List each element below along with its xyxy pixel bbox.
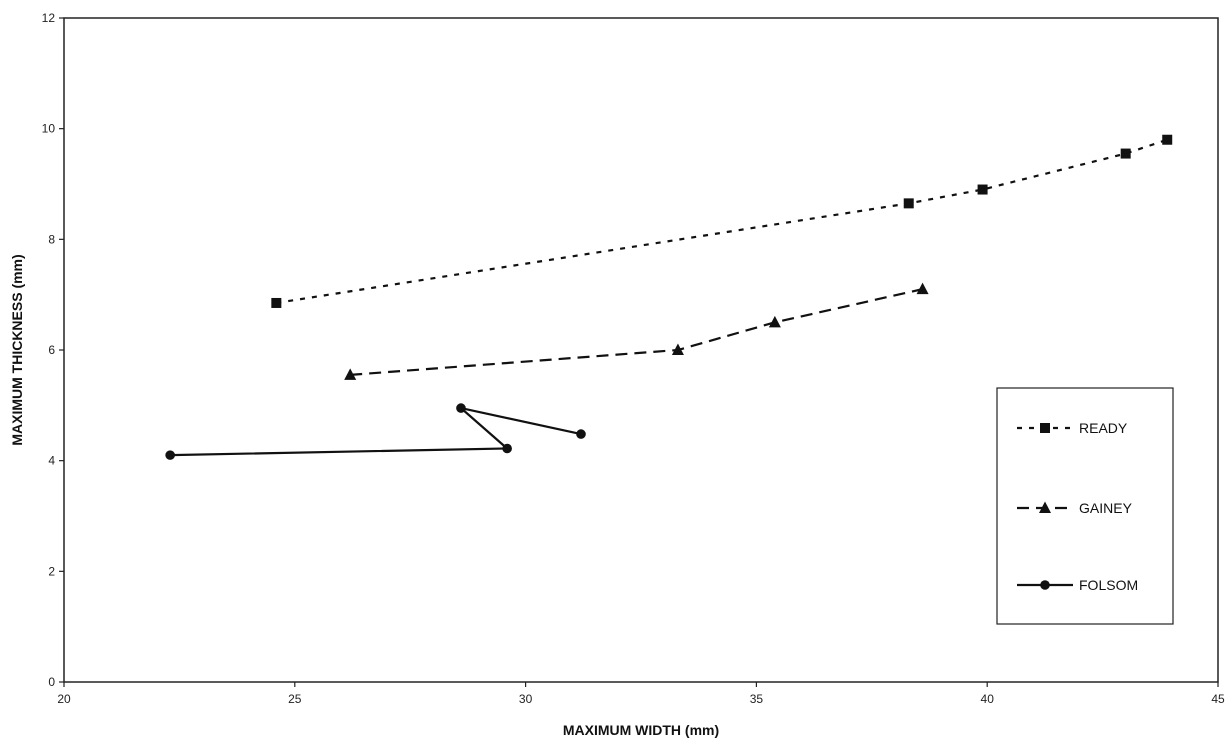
series-folsom [165, 403, 586, 460]
series-ready-point [271, 297, 282, 308]
y-tick-label: 2 [48, 564, 55, 578]
series-gainey-line [350, 288, 923, 376]
x-tick-label: 25 [288, 692, 302, 706]
series-folsom-point [456, 403, 466, 413]
y-tick-label: 10 [42, 122, 56, 136]
x-axis: 20 25 30 35 40 45 [57, 682, 1225, 706]
series-gainey-point [916, 282, 929, 295]
series-folsom-point [165, 450, 175, 460]
legend-item-gainey: GAINEY [1017, 500, 1133, 516]
legend-swatch-marker [1039, 501, 1051, 513]
series-gainey-point [344, 368, 357, 380]
legend-item-ready: READY [1017, 420, 1128, 436]
x-axis-title: MAXIMUM WIDTH (mm) [563, 722, 719, 738]
legend-swatch-marker [1040, 423, 1050, 433]
legend-item-folsom: FOLSOM [1017, 577, 1138, 593]
legend-items: READY GAINEY FOLSOM [1017, 420, 1138, 593]
y-axis: 0 2 4 6 8 10 12 [42, 11, 64, 689]
x-tick-label: 35 [750, 692, 764, 706]
legend-label-folsom: FOLSOM [1079, 577, 1138, 593]
series-layer [165, 134, 1173, 460]
legend-label-gainey: GAINEY [1079, 500, 1133, 516]
series-ready-point [903, 198, 914, 209]
y-tick-label: 6 [48, 343, 55, 357]
series-ready-line [276, 138, 1168, 305]
y-tick-label: 4 [48, 454, 55, 468]
series-folsom-point [502, 443, 512, 454]
x-tick-label: 20 [57, 692, 71, 706]
series-ready-point [1120, 148, 1131, 159]
series-ready [271, 134, 1173, 308]
y-tick-label: 12 [42, 11, 56, 25]
legend-swatch-marker [1040, 580, 1050, 590]
series-gainey-point [671, 343, 684, 355]
legend-label-ready: READY [1079, 420, 1128, 436]
y-tick-label: 0 [48, 675, 55, 689]
series-ready-point [1162, 134, 1173, 145]
x-tick-label: 30 [519, 692, 533, 706]
y-axis-title: MAXIMUM THICKNESS (mm) [9, 254, 25, 445]
series-gainey-point [768, 315, 781, 328]
x-tick-label: 40 [981, 692, 995, 706]
series-folsom-line [170, 406, 582, 457]
series-folsom-point [576, 429, 586, 439]
series-gainey [344, 282, 929, 380]
x-tick-label: 45 [1211, 692, 1225, 706]
y-tick-label: 8 [48, 232, 55, 246]
series-ready-point [977, 184, 988, 195]
legend: READY GAINEY FOLSOM [996, 387, 1174, 625]
